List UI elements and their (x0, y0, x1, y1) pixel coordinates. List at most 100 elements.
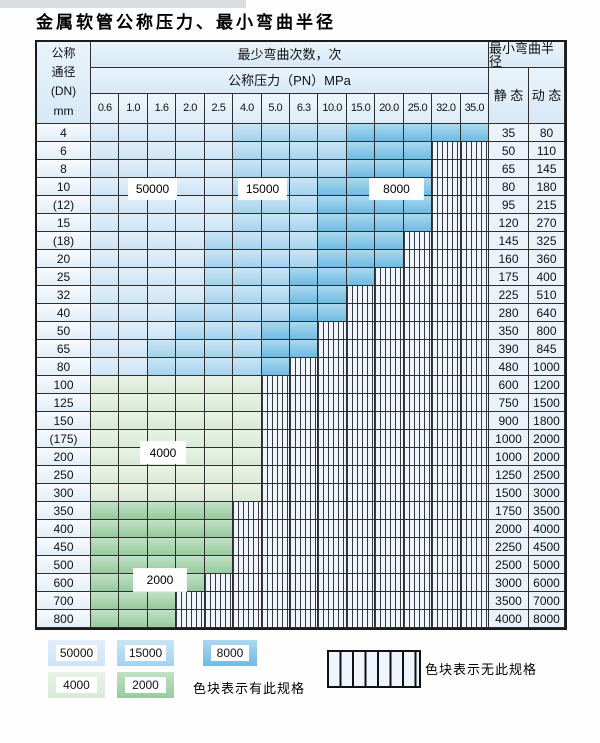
table-cell (261, 592, 290, 610)
static-value: 35 (489, 124, 529, 142)
table-cell (204, 250, 234, 268)
static-value: 750 (489, 394, 529, 412)
table-cell (233, 232, 262, 250)
table-cell (91, 250, 120, 268)
table-cell (318, 232, 347, 250)
dynamic-value: 400 (529, 268, 565, 286)
table-cell (204, 142, 234, 160)
table-cell (233, 502, 262, 520)
table-cell (91, 448, 120, 466)
table-cell (460, 160, 489, 178)
table-cell (375, 394, 404, 412)
table-cell (460, 448, 489, 466)
table-cell (119, 466, 148, 484)
table-cell (147, 286, 177, 304)
table-cell (204, 232, 234, 250)
dynamic-value: 4500 (529, 538, 565, 556)
table-cell (233, 574, 262, 592)
table-cell (432, 214, 461, 232)
row-label-dn: 4 (37, 124, 91, 142)
table-cell (119, 322, 148, 340)
table-cell (91, 592, 120, 610)
table-cell (403, 304, 433, 322)
table-cell (176, 358, 205, 376)
table-cell (432, 502, 461, 520)
table-cell (318, 304, 347, 322)
table-cell (460, 376, 489, 394)
page-title: 金属软管公称压力、最小弯曲半径 (36, 13, 336, 33)
table-cell (119, 304, 148, 322)
table-cell (460, 358, 489, 376)
table-cell (176, 502, 205, 520)
dynamic-value: 1500 (529, 394, 565, 412)
table-cell (91, 142, 120, 160)
table-cell (204, 358, 234, 376)
table-cell (91, 502, 120, 520)
row-label-dn: 350 (37, 502, 91, 520)
table-cell (233, 466, 262, 484)
table-cell (290, 232, 319, 250)
table-cell (432, 412, 461, 430)
table-cell (375, 196, 404, 214)
table-cell (403, 610, 433, 628)
dynamic-value: 3500 (529, 502, 565, 520)
table-cell (375, 304, 404, 322)
row-label-dn: 250 (37, 466, 91, 484)
row-label-dn: 700 (37, 592, 91, 610)
table-cell (290, 574, 319, 592)
header-pressure: 公称压力（PN）MPa (91, 68, 489, 94)
table-cell (403, 502, 433, 520)
static-value: 50 (489, 142, 529, 160)
table-cell (290, 322, 319, 340)
table-cell (261, 250, 290, 268)
table-cell (91, 340, 120, 358)
dynamic-value: 80 (529, 124, 565, 142)
dynamic-value: 215 (529, 196, 565, 214)
table-cell (261, 268, 290, 286)
table-cell (403, 142, 433, 160)
static-value: 900 (489, 412, 529, 430)
table-cell (233, 538, 262, 556)
table-cell (460, 232, 489, 250)
table-cell (346, 358, 376, 376)
table-cell (460, 142, 489, 160)
dynamic-value: 6000 (529, 574, 565, 592)
pressure-col-header: 6.3 (290, 94, 319, 124)
table-cell (204, 376, 234, 394)
table-cell (290, 610, 319, 628)
table-cell (290, 448, 319, 466)
legend-swatch-2000: 2000 (117, 672, 174, 698)
table-cell (290, 214, 319, 232)
table-cell (375, 538, 404, 556)
legend-value-2000: 2000 (124, 676, 167, 694)
table-cell (119, 502, 148, 520)
table-cell (403, 358, 433, 376)
table-cell (290, 268, 319, 286)
table-cell (176, 412, 205, 430)
table-cell (233, 286, 262, 304)
table-cell (460, 466, 489, 484)
header-bend-cycles: 最少弯曲次数，次 (91, 42, 489, 68)
table-cell (119, 340, 148, 358)
table-cell (233, 358, 262, 376)
dynamic-value: 1200 (529, 376, 565, 394)
table-cell (261, 196, 290, 214)
table-cell (119, 376, 148, 394)
table-cell (318, 502, 347, 520)
table-cell (346, 412, 376, 430)
row-label-dn: 32 (37, 286, 91, 304)
table-cell (91, 124, 120, 142)
table-cell (375, 430, 404, 448)
table-cell (318, 214, 347, 232)
table-cell (318, 340, 347, 358)
table-cell (460, 430, 489, 448)
table-cell (233, 610, 262, 628)
static-value: 280 (489, 304, 529, 322)
table-cell (346, 250, 376, 268)
table-cell (119, 412, 148, 430)
table-cell (91, 196, 120, 214)
row-label-dn: 20 (37, 250, 91, 268)
legend-no-spec-text: 色块表示无此规格 (425, 662, 538, 677)
table-cell (261, 538, 290, 556)
